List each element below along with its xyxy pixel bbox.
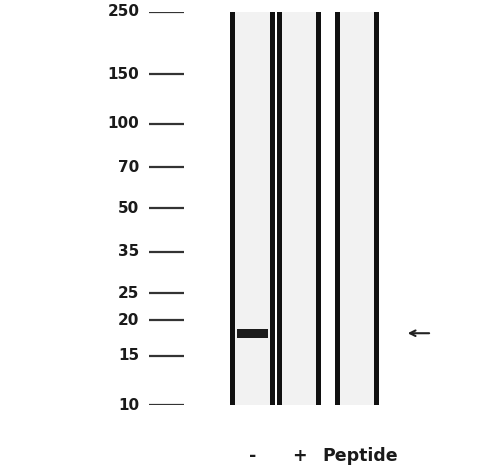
Bar bbox=[270, 5, 274, 425]
Text: Peptide: Peptide bbox=[323, 446, 398, 465]
Bar bbox=[236, 5, 270, 425]
Text: 35: 35 bbox=[118, 245, 140, 259]
Text: 70: 70 bbox=[118, 160, 140, 175]
Bar bbox=[335, 5, 340, 425]
Bar bbox=[277, 5, 282, 425]
Bar bbox=[230, 5, 235, 425]
Bar bbox=[340, 5, 374, 425]
Bar bbox=[282, 5, 316, 425]
Text: 100: 100 bbox=[108, 116, 140, 131]
Text: +: + bbox=[292, 446, 306, 465]
Text: 150: 150 bbox=[108, 66, 140, 81]
Bar bbox=[316, 5, 322, 425]
Text: 25: 25 bbox=[118, 286, 140, 300]
Bar bbox=[374, 5, 380, 425]
Text: 15: 15 bbox=[118, 348, 140, 363]
Text: 250: 250 bbox=[108, 4, 140, 19]
Text: -: - bbox=[249, 446, 256, 465]
Text: 50: 50 bbox=[118, 201, 140, 216]
Bar bbox=[236, 329, 268, 338]
Text: 10: 10 bbox=[118, 398, 140, 412]
Text: 20: 20 bbox=[118, 313, 140, 328]
